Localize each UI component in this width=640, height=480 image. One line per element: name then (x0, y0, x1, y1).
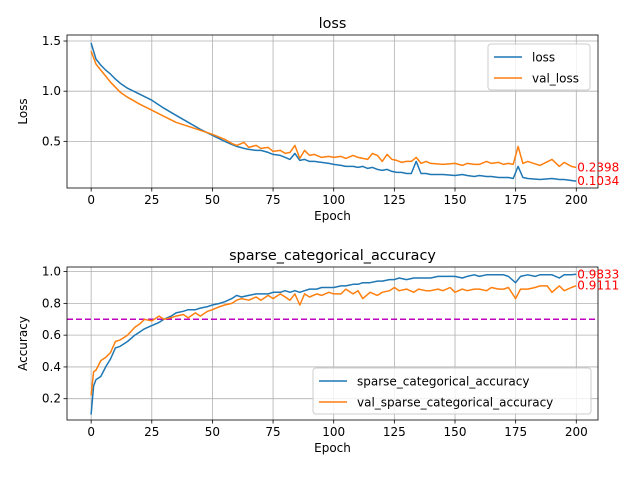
y-tick-label: 0.6 (42, 328, 61, 342)
axes-frame (66, 34, 599, 189)
x-tick-label: 125 (383, 425, 406, 439)
series-line-loss (90, 42, 577, 182)
x-tick-label: 150 (444, 425, 467, 439)
y-tick-label: 0.8 (42, 296, 61, 310)
x-tick-label: 0 (87, 425, 95, 439)
accuracy-chart: 0 25 50 75 100 125 150 175 200 0.2 0.4 0.6 0.8 1.0 0.9… (16, 248, 619, 455)
series-line-sparse_categorical_accuracy (90, 273, 577, 415)
x-tick-label: 75 (265, 193, 280, 207)
series-line-val_loss (90, 50, 577, 169)
x-tick-label: 150 (444, 193, 467, 207)
y-tick-label: 1.0 (42, 265, 61, 279)
final-value-annotation: 0.9833 (577, 267, 619, 281)
final-value-annotation: 0.2398 (577, 160, 619, 174)
y-tick-label: 0.2 (42, 392, 61, 406)
x-tick-label: 50 (205, 193, 220, 207)
x-tick-label: 175 (504, 193, 527, 207)
legend: loss val_loss (487, 43, 591, 91)
chart-title: loss (319, 16, 347, 32)
loss-chart: 0 25 50 75 100 125 150 175 200 0.5 1.0 1.5 0.23980.1… (16, 16, 619, 223)
final-value-annotation: 0.9111 (577, 279, 619, 293)
x-tick-label: 125 (383, 193, 406, 207)
x-tick-label: 25 (144, 425, 159, 439)
legend-label: val_loss (532, 72, 579, 86)
x-axis-label: Epoch (314, 209, 351, 223)
x-tick-label: 0 (87, 193, 95, 207)
legend-box (312, 367, 592, 415)
x-tick-label: 25 (144, 193, 159, 207)
y-tick-label: 1.0 (42, 84, 61, 98)
y-axis-label: Loss (16, 98, 30, 124)
x-tick-label: 50 (205, 425, 220, 439)
x-tick-label: 175 (504, 425, 527, 439)
legend: sparse_categorical_accuracy val_sparse_ca… (312, 367, 592, 415)
y-tick-label: 0.5 (42, 134, 61, 148)
series-group (90, 273, 577, 415)
x-tick-label: 200 (565, 425, 588, 439)
series-line-val_sparse_categorical_accuracy (90, 284, 577, 396)
legend-label: loss (532, 51, 555, 65)
x-tick-label: 75 (265, 425, 280, 439)
axes-frame (66, 266, 599, 421)
x-tick-label: 100 (322, 425, 345, 439)
x-tick-label: 100 (322, 193, 345, 207)
legend-label: val_sparse_categorical_accuracy (357, 396, 553, 410)
y-tick-label: 1.5 (42, 34, 61, 48)
x-axis-label: Epoch (314, 441, 351, 455)
chart-title: sparse_categorical_accuracy (229, 248, 436, 264)
series-group (90, 42, 577, 182)
y-axis-label: Accuracy (16, 316, 30, 371)
y-tick-label: 0.4 (42, 360, 61, 374)
legend-label: sparse_categorical_accuracy (357, 375, 529, 389)
x-tick-label: 200 (565, 193, 588, 207)
final-value-annotation: 0.1034 (577, 174, 619, 188)
